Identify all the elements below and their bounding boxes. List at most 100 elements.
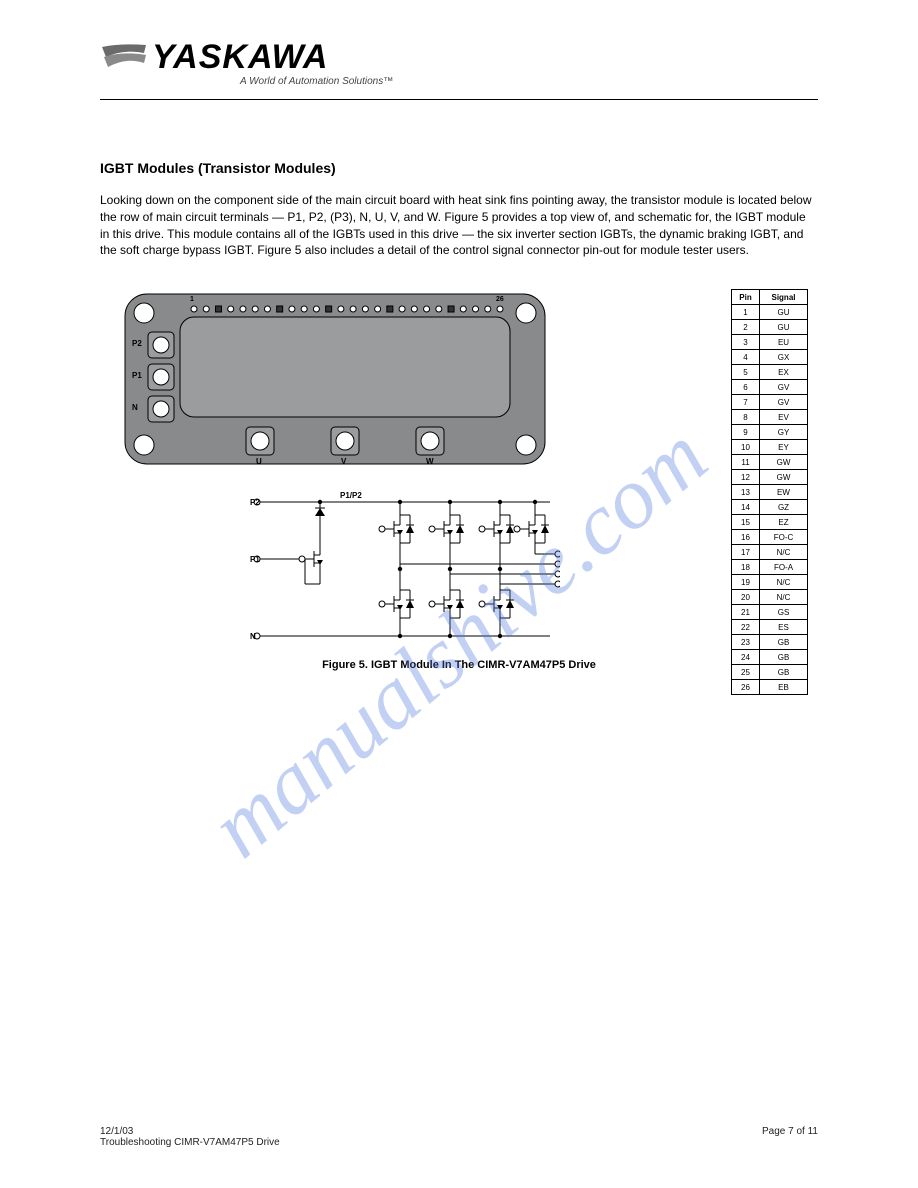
pin-table-cell-pin: 5 [732, 365, 760, 380]
pin-table-cell-signal: GX [760, 350, 808, 365]
pin-table-row: 3EU [732, 335, 808, 350]
pin-table-row: 12GW [732, 470, 808, 485]
pin-table-cell-pin: 18 [732, 560, 760, 575]
yaskawa-swoosh-icon [100, 43, 148, 75]
figure-5-area: 126 P2P1NUVW Pin Signal 1GU2GU3EU4GX5EX6… [100, 289, 818, 669]
pin-table-cell-signal: EU [760, 335, 808, 350]
pin-table-row: 24GB [732, 650, 808, 665]
pin-table-row: 18FO-A [732, 560, 808, 575]
pin-table-row: 16FO-C [732, 530, 808, 545]
pin-table-cell-pin: 3 [732, 335, 760, 350]
terminal-label: V [341, 457, 346, 466]
svg-text:26: 26 [496, 296, 504, 303]
pin-table-row: 10EY [732, 440, 808, 455]
pin-table-cell-signal: GB [760, 635, 808, 650]
pin-table-cell-pin: 10 [732, 440, 760, 455]
pin-table-header-pin: Pin [732, 290, 760, 305]
pin-table-cell-signal: GV [760, 395, 808, 410]
pin-table-row: 22ES [732, 620, 808, 635]
pin-table-cell-signal: EW [760, 485, 808, 500]
pin-table-cell-pin: 16 [732, 530, 760, 545]
figure-caption: Figure 5. IGBT Module In The CIMR-V7AM47… [322, 659, 596, 671]
brand-tagline: A World of Automation Solutions™ [240, 76, 393, 87]
svg-text:1: 1 [190, 296, 194, 303]
footer-date: 12/1/03 [100, 1126, 280, 1137]
pin-table-cell-signal: FO-A [760, 560, 808, 575]
pin-table-row: 7GV [732, 395, 808, 410]
pin-table-cell-signal: GU [760, 320, 808, 335]
pin-table-cell-pin: 20 [732, 590, 760, 605]
igbt-module-topview: 1 26 [120, 289, 550, 469]
pin-table-cell-signal: GZ [760, 500, 808, 515]
pin-table-cell-pin: 26 [732, 680, 760, 695]
footer-page-number: Page 7 of 11 [762, 1126, 818, 1137]
pin-table-cell-pin: 7 [732, 395, 760, 410]
pin-table-cell-pin: 25 [732, 665, 760, 680]
pin-table-row: 15EZ [732, 515, 808, 530]
pin-table-cell-pin: 22 [732, 620, 760, 635]
pin-table-cell-signal: EV [760, 410, 808, 425]
page-footer: 12/1/03 Troubleshooting CIMR-V7AM47P5 Dr… [100, 1126, 818, 1148]
section-paragraph: Looking down on the component side of th… [100, 192, 818, 259]
section-title: IGBT Modules (Transistor Modules) [100, 160, 818, 176]
pin-table-cell-signal: GS [760, 605, 808, 620]
pin-table-cell-pin: 4 [732, 350, 760, 365]
pin-table-cell-pin: 1 [732, 305, 760, 320]
page-header: YASKAWA A World of Automation Solutions™ [100, 40, 818, 100]
pin-table-cell-pin: 17 [732, 545, 760, 560]
schematic-label: P1 [250, 555, 260, 564]
terminal-label: W [426, 457, 434, 466]
pin-table-cell-signal: EX [760, 365, 808, 380]
pin-table-cell-pin: 2 [732, 320, 760, 335]
pin-table-row: 20N/C [732, 590, 808, 605]
pin-table-cell-signal: GU [760, 305, 808, 320]
pin-table-cell-pin: 6 [732, 380, 760, 395]
brand-name: YASKAWA [152, 38, 328, 77]
pin-table-cell-signal: N/C [760, 575, 808, 590]
pin-table-row: 13EW [732, 485, 808, 500]
pin-table-row: 14GZ [732, 500, 808, 515]
footer-doc-title: Troubleshooting CIMR-V7AM47P5 Drive [100, 1137, 280, 1148]
pin-table-row: 2GU [732, 320, 808, 335]
pin-table-row: 4GX [732, 350, 808, 365]
pin-signal-table: Pin Signal 1GU2GU3EU4GX5EX6GV7GV8EV9GY10… [731, 289, 808, 695]
pin-table-cell-signal: GV [760, 380, 808, 395]
pin-table-cell-signal: GB [760, 650, 808, 665]
schematic-label: N [250, 632, 256, 641]
pin-table-row: 19N/C [732, 575, 808, 590]
pin-table-cell-signal: GW [760, 455, 808, 470]
pin-table-cell-pin: 15 [732, 515, 760, 530]
pin-table-row: 6GV [732, 380, 808, 395]
pin-table-row: 5EX [732, 365, 808, 380]
pin-table-row: 9GY [732, 425, 808, 440]
pin-table-cell-pin: 23 [732, 635, 760, 650]
pin-table-cell-pin: 21 [732, 605, 760, 620]
igbt-schematic: P1/P2P2P1NBUVW [250, 484, 560, 654]
pin-table-cell-pin: 13 [732, 485, 760, 500]
terminal-label: P1 [132, 371, 142, 380]
pin-table-cell-signal: N/C [760, 590, 808, 605]
pin-table-cell-pin: 24 [732, 650, 760, 665]
pin-table-cell-signal: FO-C [760, 530, 808, 545]
pin-table-cell-signal: GW [760, 470, 808, 485]
pin-table-row: 1GU [732, 305, 808, 320]
pin-table-cell-signal: GB [760, 665, 808, 680]
pin-table-cell-pin: 19 [732, 575, 760, 590]
pin-table-row: 21GS [732, 605, 808, 620]
pin-table-cell-signal: ES [760, 620, 808, 635]
terminal-label: U [256, 457, 262, 466]
pin-table-cell-pin: 11 [732, 455, 760, 470]
pin-table-cell-signal: GY [760, 425, 808, 440]
pin-table-cell-pin: 8 [732, 410, 760, 425]
schematic-label: P2 [250, 498, 260, 507]
pin-table-cell-signal: N/C [760, 545, 808, 560]
pin-table-cell-signal: EY [760, 440, 808, 455]
terminal-label: P2 [132, 339, 142, 348]
pin-table-cell-pin: 14 [732, 500, 760, 515]
pin-table-row: 25GB [732, 665, 808, 680]
pin-table-header-signal: Signal [760, 290, 808, 305]
pin-table-row: 17N/C [732, 545, 808, 560]
pin-table-row: 26EB [732, 680, 808, 695]
pin-table-row: 23GB [732, 635, 808, 650]
pin-table-row: 8EV [732, 410, 808, 425]
